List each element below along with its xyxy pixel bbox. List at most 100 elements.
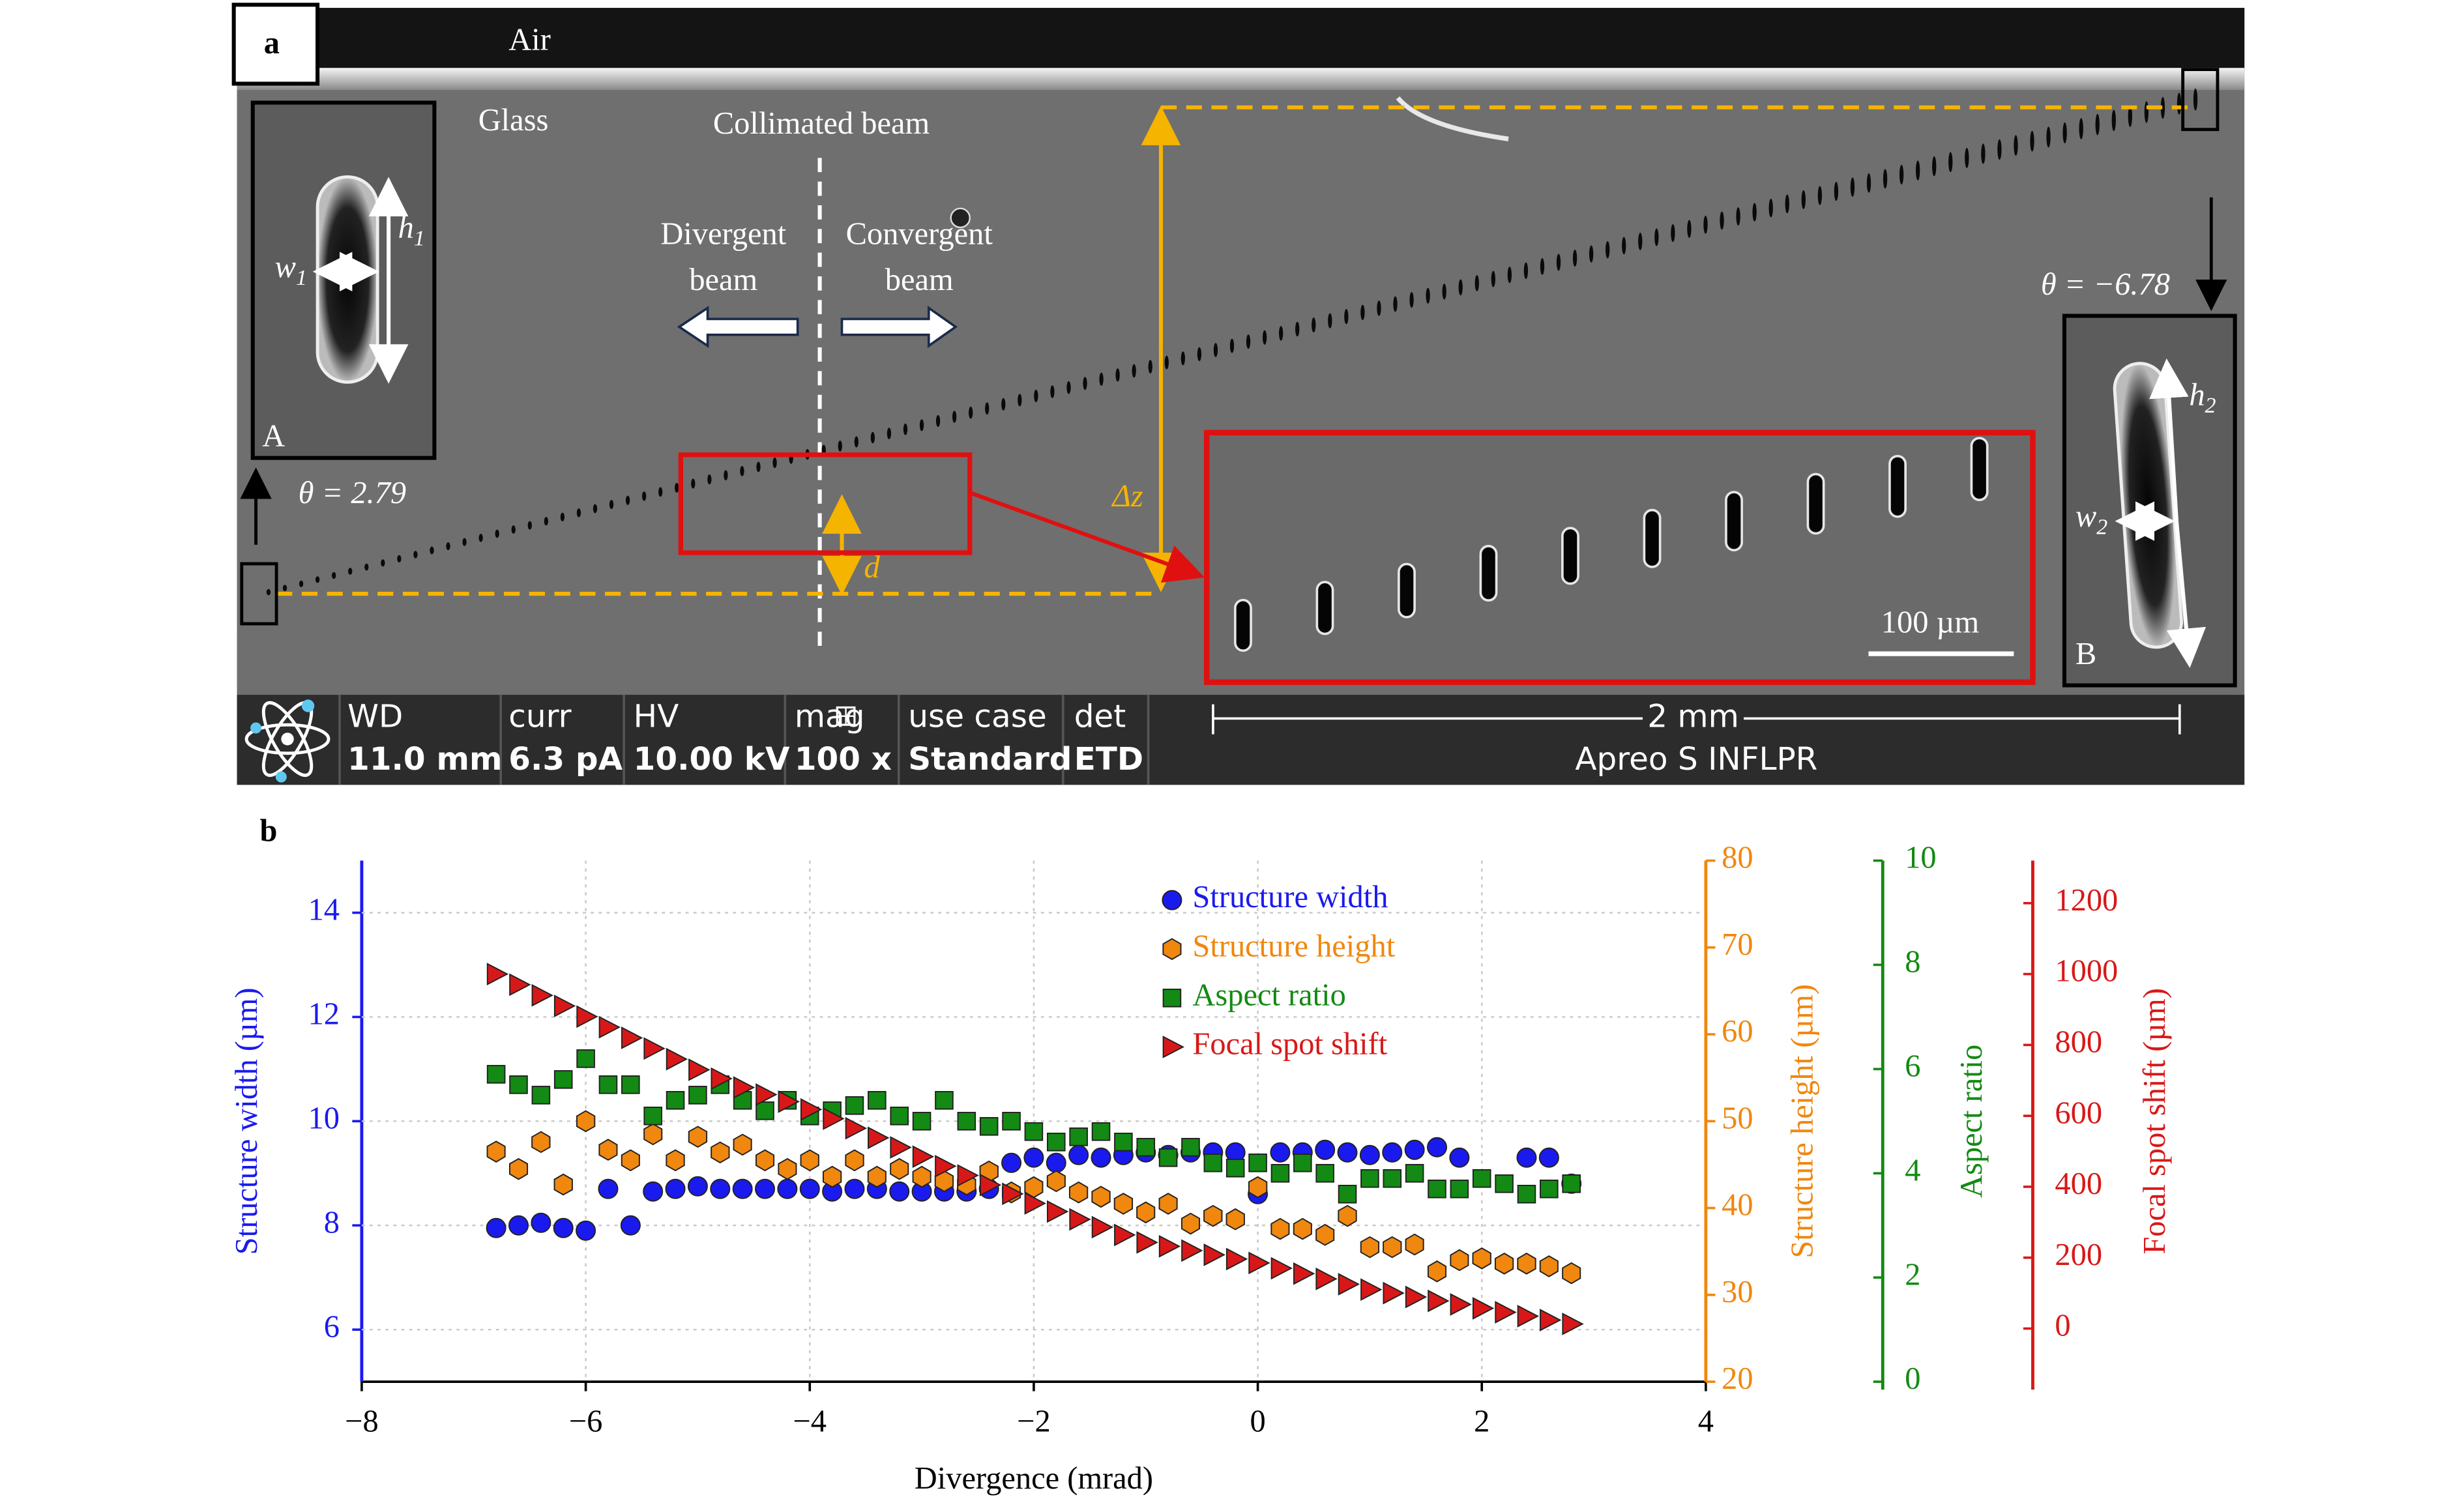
x-axis-title: Divergence (mrad) — [915, 1461, 1153, 1496]
marker — [778, 1157, 797, 1180]
hole — [2079, 118, 2083, 139]
marker — [1270, 1163, 1290, 1183]
marker — [1494, 1253, 1514, 1275]
debris — [1396, 96, 1509, 141]
hole — [1066, 381, 1071, 394]
hole — [1083, 377, 1087, 390]
marker — [868, 1126, 890, 1150]
marker — [486, 1217, 506, 1238]
status-value: 6.3 pA — [508, 741, 623, 778]
divergent-label: Divergent — [660, 217, 786, 252]
hole — [1720, 211, 1724, 230]
marker — [1517, 1305, 1540, 1328]
atom-icon — [244, 699, 330, 783]
marker — [1383, 1169, 1402, 1188]
hole — [381, 559, 385, 567]
hole — [1148, 360, 1152, 374]
x-tick-label: −6 — [569, 1404, 603, 1439]
hole — [397, 555, 402, 563]
marker — [890, 1157, 909, 1180]
hole — [1970, 437, 1989, 501]
hole — [1315, 581, 1334, 635]
y-axis-title: Focal spot shift (µm) — [2137, 988, 2172, 1255]
hole-zoom — [315, 175, 379, 384]
inset-label: B — [2075, 637, 2096, 671]
y-tick-label: 10 — [308, 1101, 340, 1135]
hole — [1948, 152, 1953, 173]
y-tick-label: 70 — [1722, 927, 1753, 962]
marker — [598, 1015, 621, 1039]
marker — [799, 1178, 820, 1199]
marker — [531, 983, 553, 1007]
legend-marker — [1162, 890, 1182, 910]
marker — [1405, 1233, 1424, 1256]
marker — [687, 1176, 708, 1197]
hole — [462, 538, 467, 546]
y-tick-label: 6 — [324, 1309, 340, 1344]
theta-label: θ = 2.79 — [299, 476, 406, 510]
hole — [430, 546, 434, 555]
marker — [1203, 1153, 1223, 1172]
hole — [609, 500, 614, 510]
marker — [1517, 1253, 1536, 1275]
hole — [1997, 139, 2002, 160]
hole — [772, 457, 777, 469]
marker — [643, 1107, 662, 1126]
hole — [2095, 113, 2100, 136]
hole — [887, 428, 892, 439]
marker — [890, 1107, 909, 1126]
air-label: Air — [508, 23, 551, 57]
marker — [1069, 1127, 1088, 1146]
hole — [1540, 258, 1545, 275]
marker — [666, 1047, 688, 1071]
status-value: 10.00 kV — [634, 741, 790, 778]
marker — [1360, 1278, 1383, 1301]
marker — [1136, 1201, 1156, 1224]
marker — [1315, 1139, 1336, 1160]
hole — [1817, 186, 1822, 205]
hole — [1034, 389, 1038, 403]
inset-label: A — [262, 419, 285, 454]
hole — [1262, 330, 1267, 345]
marker — [1002, 1112, 1021, 1131]
marker — [1136, 1231, 1158, 1254]
hole — [658, 487, 663, 497]
hole — [2128, 105, 2132, 127]
zoom-inset — [1203, 429, 2036, 685]
hole — [1556, 254, 1561, 271]
hole — [1768, 198, 1773, 218]
hole — [593, 504, 598, 514]
hole — [1491, 270, 1495, 287]
symbol: h — [2189, 378, 2205, 413]
status-key: use case — [908, 698, 1046, 734]
marker — [553, 1217, 574, 1238]
marker — [755, 1083, 778, 1106]
marker — [1338, 1184, 1357, 1204]
subscript: 1 — [296, 266, 307, 290]
marker — [1203, 1204, 1223, 1227]
marker — [845, 1149, 864, 1172]
hole — [1888, 454, 1907, 518]
marker — [1248, 1251, 1270, 1275]
hole — [1785, 194, 1789, 214]
hole — [1850, 177, 1855, 197]
marker — [935, 1155, 957, 1178]
marker — [845, 1096, 864, 1115]
marker — [598, 1139, 618, 1161]
marker — [1472, 1297, 1495, 1320]
y-tick-label: 8 — [1905, 945, 1920, 980]
status-key: HV — [634, 698, 679, 734]
y-tick-label: 10 — [1905, 841, 1936, 875]
marker — [1404, 1139, 1425, 1160]
hole — [1360, 304, 1365, 321]
marker — [1495, 1174, 1514, 1193]
marker — [1114, 1133, 1133, 1152]
y-tick-label: 1000 — [2055, 954, 2118, 989]
marker — [1539, 1255, 1559, 1277]
marker — [1091, 1147, 1111, 1168]
hole — [1442, 283, 1446, 300]
marker — [823, 1107, 845, 1130]
status-bar — [237, 695, 2245, 785]
marker — [576, 1049, 595, 1068]
subscript: 2 — [2205, 394, 2216, 418]
